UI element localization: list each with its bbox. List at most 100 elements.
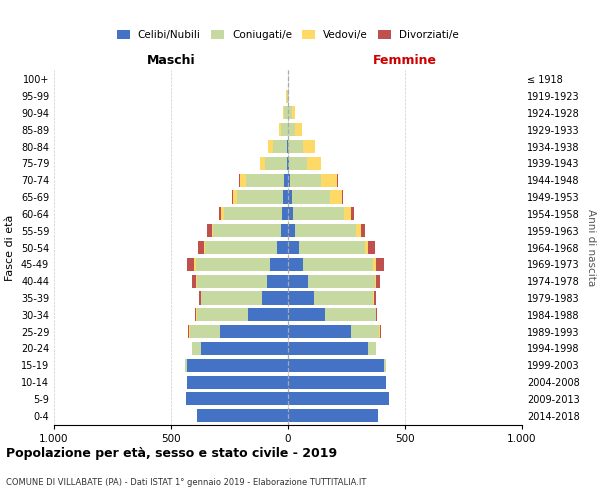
Bar — [201, 292, 288, 304]
Bar — [288, 308, 376, 322]
Bar — [198, 241, 288, 254]
Bar — [187, 376, 288, 388]
Bar — [288, 392, 389, 406]
Bar — [288, 358, 384, 372]
Bar — [288, 224, 365, 237]
Bar — [288, 90, 289, 102]
Bar — [191, 274, 288, 287]
Bar — [187, 358, 288, 372]
Bar — [288, 292, 376, 304]
Bar — [288, 190, 292, 203]
Bar — [192, 342, 288, 355]
Bar — [204, 241, 288, 254]
Bar — [286, 90, 288, 102]
Bar — [288, 157, 307, 170]
Bar — [197, 308, 288, 322]
Bar — [288, 157, 289, 170]
Bar — [187, 376, 288, 388]
Bar — [232, 190, 288, 203]
Bar — [288, 342, 376, 355]
Bar — [288, 190, 342, 203]
Bar — [268, 140, 288, 153]
Bar — [288, 208, 353, 220]
Bar — [282, 208, 288, 220]
Bar — [288, 392, 389, 406]
Bar — [260, 157, 288, 170]
Bar — [283, 106, 288, 120]
Bar — [277, 241, 288, 254]
Bar — [197, 409, 288, 422]
Bar — [288, 308, 377, 322]
Bar — [239, 174, 288, 187]
Bar — [195, 308, 288, 322]
Bar — [267, 274, 288, 287]
Bar — [186, 392, 288, 406]
Bar — [265, 157, 288, 170]
Bar — [288, 140, 316, 153]
Bar — [288, 409, 378, 422]
Bar — [281, 123, 288, 136]
Bar — [288, 325, 379, 338]
Bar — [288, 409, 378, 422]
Bar — [288, 342, 376, 355]
Bar — [283, 190, 288, 203]
Bar — [187, 376, 288, 388]
Bar — [205, 241, 288, 254]
Bar — [219, 208, 288, 220]
Bar — [288, 325, 351, 338]
Bar — [288, 90, 289, 102]
Bar — [246, 174, 288, 187]
Bar — [287, 90, 288, 102]
Bar — [288, 208, 344, 220]
Bar — [288, 174, 321, 187]
Y-axis label: Anni di nascita: Anni di nascita — [586, 209, 596, 286]
Bar — [288, 241, 374, 254]
Bar — [288, 376, 386, 388]
Bar — [288, 140, 316, 153]
Bar — [186, 392, 288, 406]
Bar — [288, 308, 325, 322]
Bar — [288, 174, 290, 187]
Bar — [288, 274, 380, 287]
Bar — [288, 140, 302, 153]
Bar — [288, 157, 322, 170]
Bar — [240, 174, 288, 187]
Bar — [196, 258, 288, 271]
Legend: Celibi/Nubili, Coniugati/e, Vedovi/e, Divorziati/e: Celibi/Nubili, Coniugati/e, Vedovi/e, Di… — [113, 26, 463, 44]
Bar — [286, 90, 288, 102]
Bar — [288, 106, 292, 120]
Bar — [284, 106, 288, 120]
Text: COMUNE DI VILLABATE (PA) - Dati ISTAT 1° gennaio 2019 - Elaborazione TUTTITALIA.: COMUNE DI VILLABATE (PA) - Dati ISTAT 1°… — [6, 478, 367, 487]
Bar — [288, 241, 368, 254]
Bar — [288, 274, 308, 287]
Bar — [288, 224, 361, 237]
Bar — [197, 274, 288, 287]
Bar — [288, 123, 302, 136]
Bar — [288, 174, 338, 187]
Text: Femmine: Femmine — [373, 54, 437, 68]
Bar — [281, 224, 288, 237]
Bar — [288, 241, 365, 254]
Bar — [288, 106, 295, 120]
Bar — [197, 409, 288, 422]
Bar — [185, 358, 288, 372]
Bar — [268, 140, 288, 153]
Bar — [288, 241, 299, 254]
Bar — [273, 140, 288, 153]
Bar — [233, 190, 288, 203]
Bar — [288, 292, 374, 304]
Bar — [288, 157, 322, 170]
Bar — [288, 258, 376, 271]
Bar — [288, 208, 293, 220]
Bar — [187, 376, 288, 388]
Bar — [288, 342, 368, 355]
Bar — [288, 392, 389, 406]
Bar — [288, 123, 295, 136]
Bar — [236, 190, 288, 203]
Bar — [185, 358, 288, 372]
Bar — [288, 358, 386, 372]
Bar — [287, 140, 288, 153]
Text: Maschi: Maschi — [146, 54, 196, 68]
Bar — [288, 358, 386, 372]
Bar — [288, 409, 378, 422]
